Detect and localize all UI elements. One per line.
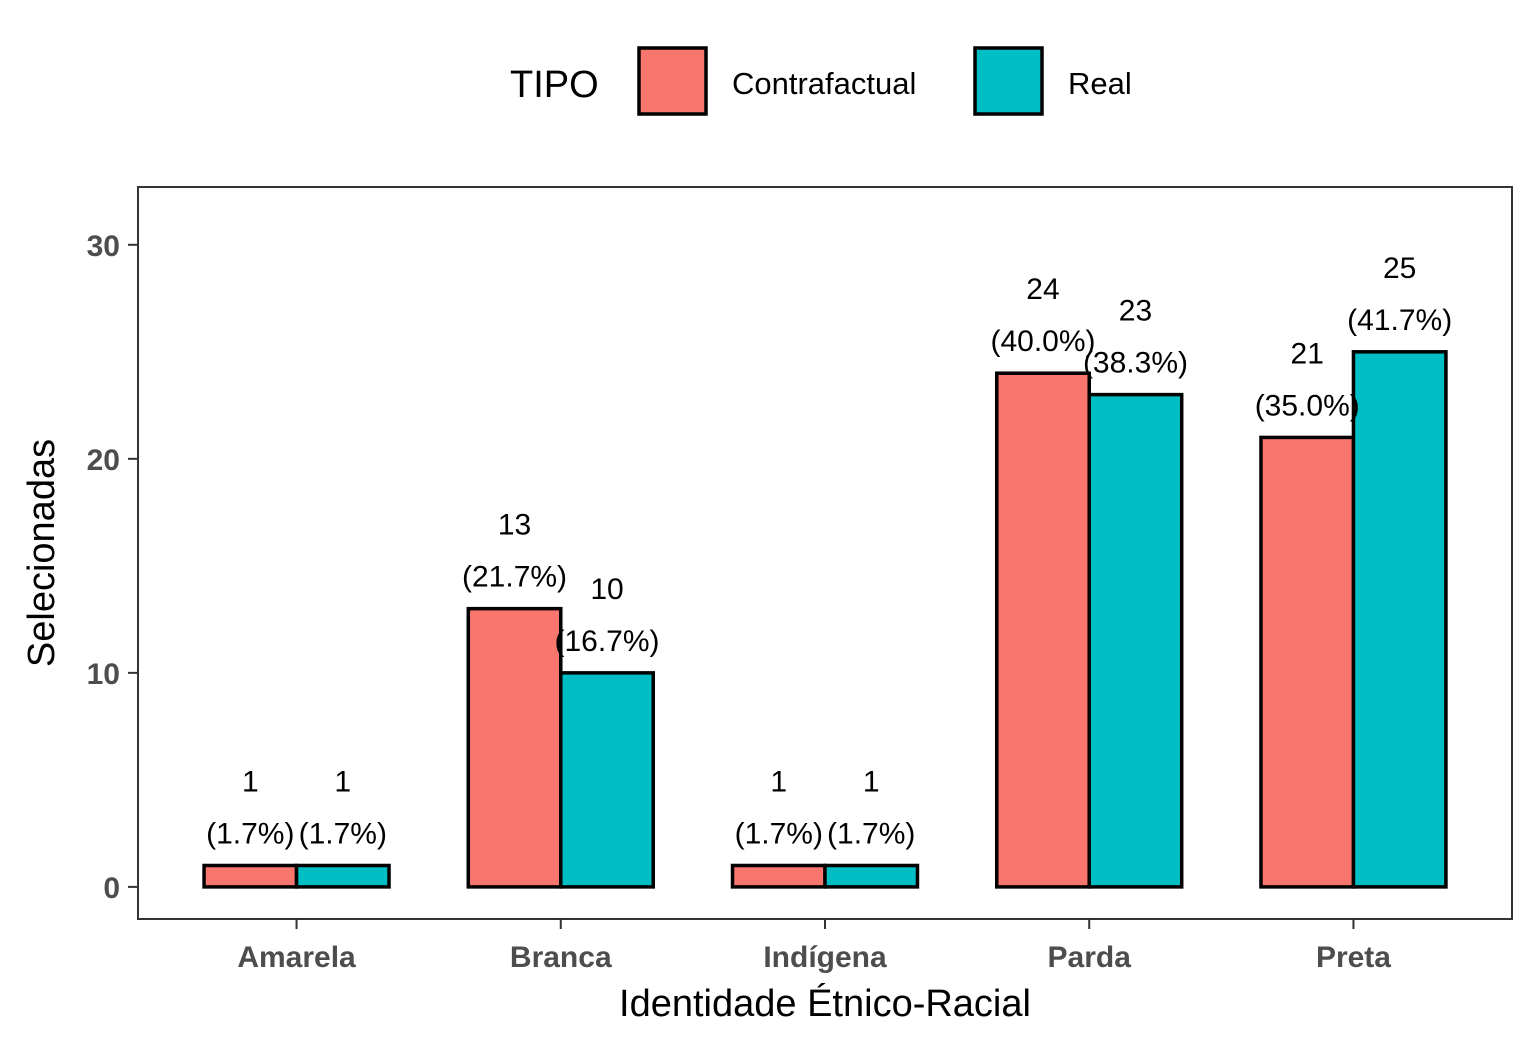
data-label-count-contrafactual-0: 1	[242, 765, 259, 798]
data-label-pct-real-4: (41.7%)	[1347, 304, 1452, 337]
data-label-pct-real-2: (1.7%)	[827, 817, 915, 850]
y-tick-label-20: 20	[87, 444, 120, 477]
legend-key-contrafactual	[637, 46, 708, 116]
x-axis: Amarela Branca Indígena Parda Preta	[237, 919, 1391, 974]
bar-contrafactual-3	[995, 371, 1091, 889]
data-label-count-contrafactual-4: 21	[1291, 337, 1324, 370]
bar-contrafactual-1	[466, 606, 563, 889]
data-label-count-real-2: 1	[863, 765, 880, 798]
y-tick-label-10: 10	[87, 658, 120, 691]
data-label-pct-contrafactual-4: (35.0%)	[1255, 389, 1360, 422]
data-label-pct-real-1: (16.7%)	[554, 625, 659, 658]
data-label-pct-real-3: (38.3%)	[1083, 347, 1188, 380]
data-label-count-contrafactual-3: 24	[1026, 273, 1059, 306]
bar-contrafactual-0	[202, 863, 299, 889]
bars	[202, 350, 1448, 889]
legend-label-real: Real	[1068, 66, 1132, 101]
x-axis-title: Identidade Étnico-Racial	[619, 982, 1031, 1025]
y-axis-title: Selecionadas	[21, 439, 63, 667]
x-tick-label-2: Indígena	[763, 941, 887, 974]
x-tick-label-4: Preta	[1316, 941, 1391, 974]
data-label-count-contrafactual-1: 13	[498, 509, 531, 542]
x-tick-label-1: Branca	[510, 941, 612, 974]
y-axis: 0 10 20 30	[87, 230, 138, 905]
bar-real-4	[1351, 350, 1448, 889]
data-labels: 1 (1.7%) 13 (21.7%) 1 (1.7%) 24 (40.0%) 21 (35.0%…	[206, 252, 1452, 851]
data-label-count-contrafactual-2: 1	[770, 765, 787, 798]
y-tick-label-30: 30	[87, 230, 120, 263]
legend: TIPO Contrafactual Real	[510, 46, 1132, 116]
bar-real-0	[294, 863, 391, 889]
data-label-count-real-4: 25	[1383, 252, 1416, 285]
bar-real-2	[823, 863, 920, 889]
bar-real-3	[1087, 392, 1184, 889]
data-label-pct-real-0: (1.7%)	[299, 817, 387, 850]
x-tick-label-0: Amarela	[237, 941, 356, 974]
data-label-pct-contrafactual-0: (1.7%)	[206, 817, 294, 850]
bar-contrafactual-2	[730, 863, 827, 889]
data-label-pct-contrafactual-3: (40.0%)	[990, 325, 1095, 358]
data-label-pct-contrafactual-2: (1.7%)	[735, 817, 823, 850]
legend-title: TIPO	[510, 64, 599, 106]
legend-label-contrafactual: Contrafactual	[732, 66, 916, 101]
data-label-count-real-1: 10	[590, 573, 623, 606]
x-tick-label-3: Parda	[1048, 941, 1132, 974]
legend-key-real	[973, 46, 1044, 116]
data-label-count-real-0: 1	[334, 765, 351, 798]
data-label-pct-contrafactual-1: (21.7%)	[462, 561, 567, 594]
bar-contrafactual-4	[1259, 435, 1356, 889]
bar-real-1	[559, 671, 655, 889]
y-tick-label-0: 0	[103, 872, 120, 905]
data-label-count-real-3: 23	[1119, 295, 1152, 328]
